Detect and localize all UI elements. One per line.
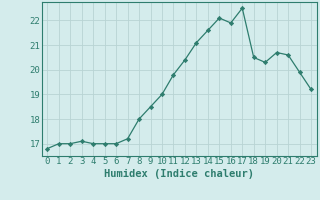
X-axis label: Humidex (Indice chaleur): Humidex (Indice chaleur) xyxy=(104,169,254,179)
